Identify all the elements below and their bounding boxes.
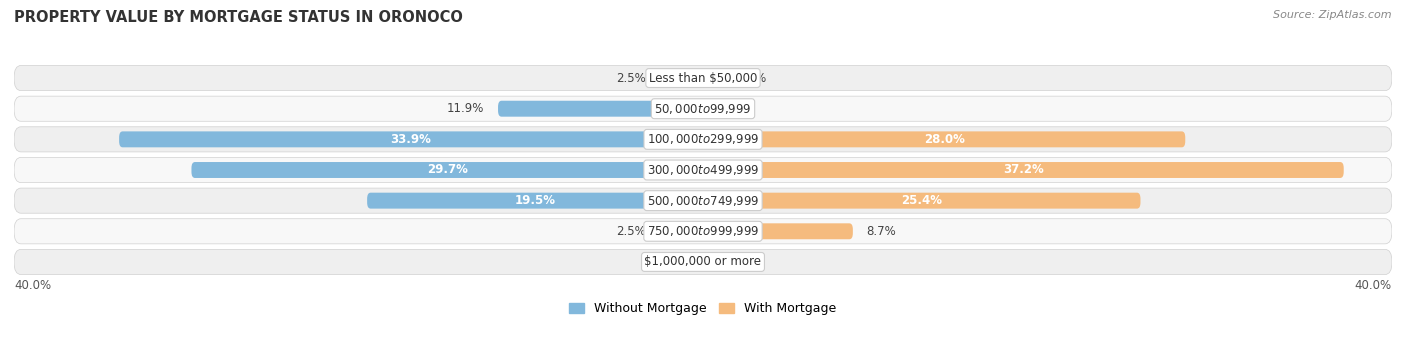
Text: $50,000 to $99,999: $50,000 to $99,999 xyxy=(654,102,752,116)
FancyBboxPatch shape xyxy=(703,223,853,239)
Text: 0.72%: 0.72% xyxy=(730,71,766,85)
Text: 11.9%: 11.9% xyxy=(447,102,484,115)
FancyBboxPatch shape xyxy=(659,70,703,86)
FancyBboxPatch shape xyxy=(703,131,1185,147)
Text: 40.0%: 40.0% xyxy=(14,279,51,292)
FancyBboxPatch shape xyxy=(14,127,1392,152)
Text: 40.0%: 40.0% xyxy=(1355,279,1392,292)
FancyBboxPatch shape xyxy=(14,219,1392,244)
Text: PROPERTY VALUE BY MORTGAGE STATUS IN ORONOCO: PROPERTY VALUE BY MORTGAGE STATUS IN ORO… xyxy=(14,10,463,25)
Text: $100,000 to $299,999: $100,000 to $299,999 xyxy=(647,132,759,146)
Text: 29.7%: 29.7% xyxy=(427,164,468,176)
Text: Less than $50,000: Less than $50,000 xyxy=(648,71,758,85)
Legend: Without Mortgage, With Mortgage: Without Mortgage, With Mortgage xyxy=(564,298,842,320)
Text: 2.5%: 2.5% xyxy=(616,71,647,85)
FancyBboxPatch shape xyxy=(703,162,1344,178)
Text: 19.5%: 19.5% xyxy=(515,194,555,207)
Text: 8.7%: 8.7% xyxy=(866,225,897,238)
FancyBboxPatch shape xyxy=(14,188,1392,213)
FancyBboxPatch shape xyxy=(659,223,703,239)
Text: 37.2%: 37.2% xyxy=(1002,164,1043,176)
FancyBboxPatch shape xyxy=(367,193,703,209)
FancyBboxPatch shape xyxy=(14,96,1392,121)
Text: $1,000,000 or more: $1,000,000 or more xyxy=(644,255,762,269)
Text: Source: ZipAtlas.com: Source: ZipAtlas.com xyxy=(1274,10,1392,20)
FancyBboxPatch shape xyxy=(120,131,703,147)
Text: 2.5%: 2.5% xyxy=(616,225,647,238)
Text: 25.4%: 25.4% xyxy=(901,194,942,207)
FancyBboxPatch shape xyxy=(498,101,703,117)
FancyBboxPatch shape xyxy=(14,249,1392,274)
Text: 28.0%: 28.0% xyxy=(924,133,965,146)
FancyBboxPatch shape xyxy=(14,157,1392,183)
Text: 0.0%: 0.0% xyxy=(717,255,747,269)
FancyBboxPatch shape xyxy=(703,70,716,86)
Text: $300,000 to $499,999: $300,000 to $499,999 xyxy=(647,163,759,177)
Text: 0.0%: 0.0% xyxy=(717,102,747,115)
Text: 0.0%: 0.0% xyxy=(659,255,689,269)
Text: $500,000 to $749,999: $500,000 to $749,999 xyxy=(647,194,759,208)
FancyBboxPatch shape xyxy=(703,193,1140,209)
FancyBboxPatch shape xyxy=(191,162,703,178)
Text: 33.9%: 33.9% xyxy=(391,133,432,146)
FancyBboxPatch shape xyxy=(14,66,1392,91)
Text: $750,000 to $999,999: $750,000 to $999,999 xyxy=(647,224,759,238)
